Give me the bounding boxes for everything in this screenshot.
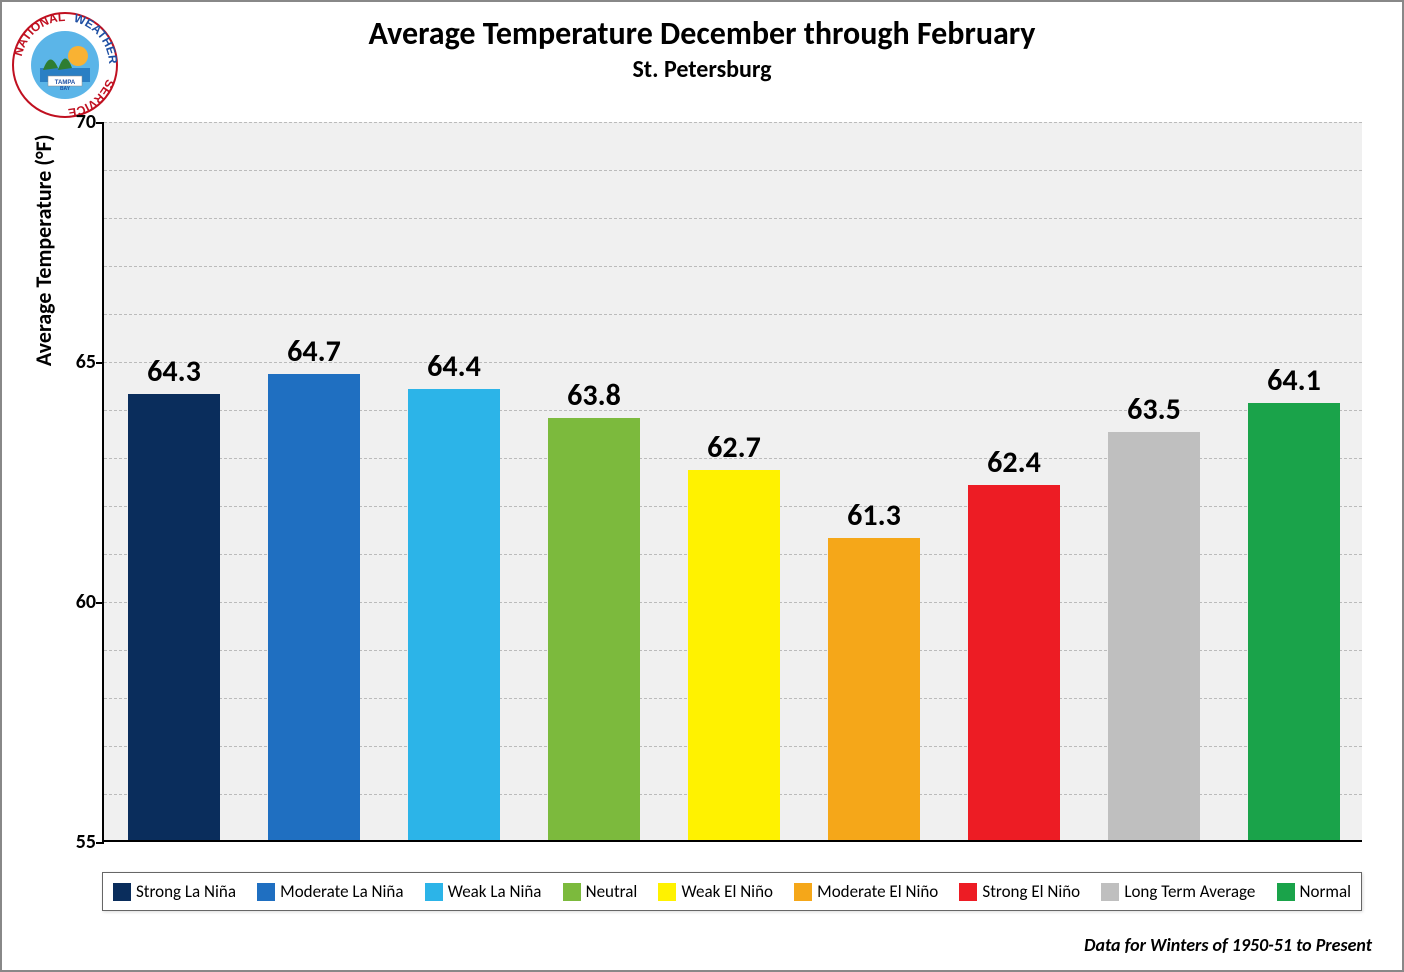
legend-swatch — [658, 883, 676, 901]
bar: 63.8 — [548, 418, 640, 840]
legend-item: Long Term Average — [1101, 881, 1255, 902]
legend-item: Moderate El Niño — [794, 881, 938, 902]
bar: 62.4 — [968, 485, 1060, 840]
gridline — [104, 170, 1362, 171]
gridline — [104, 218, 1362, 219]
y-tick-label: 65 — [76, 350, 96, 374]
legend-label: Moderate El Niño — [817, 881, 938, 902]
legend-item: Strong La Niña — [113, 881, 236, 902]
legend: Strong La Niña Moderate La Niña Weak La Ni… — [102, 872, 1362, 911]
bar-value-label: 64.7 — [287, 333, 341, 370]
y-tick-label: 55 — [76, 830, 96, 854]
legend-swatch — [113, 883, 131, 901]
bar: 64.3 — [128, 394, 220, 840]
bar-value-label: 64.4 — [427, 348, 481, 385]
legend-swatch — [425, 883, 443, 901]
y-tick-mark — [96, 122, 104, 124]
legend-swatch — [257, 883, 275, 901]
legend-swatch — [959, 883, 977, 901]
legend-swatch — [794, 883, 812, 901]
legend-swatch — [1101, 883, 1119, 901]
bar-value-label: 63.5 — [1127, 391, 1181, 428]
legend-item: Neutral — [563, 881, 638, 902]
legend-swatch — [1277, 883, 1295, 901]
legend-item: Normal — [1277, 881, 1352, 902]
bar: 62.7 — [688, 470, 780, 840]
bar-value-label: 62.4 — [987, 444, 1041, 481]
chart-container: NATIONAL WEATHER SERVICE TAMPA BAY Avera… — [0, 0, 1404, 972]
footer-note: Data for Winters of 1950-51 to Present — [1084, 934, 1372, 956]
plot-area: 5560657064.364.764.463.862.761.362.463.5… — [102, 122, 1362, 842]
bar-value-label: 61.3 — [847, 497, 901, 534]
bar: 63.5 — [1108, 432, 1200, 840]
bar: 64.4 — [408, 389, 500, 840]
legend-label: Neutral — [586, 881, 638, 902]
legend-label: Weak La Niña — [448, 881, 542, 902]
bar-value-label: 62.7 — [707, 429, 761, 466]
legend-item: Strong El Niño — [959, 881, 1080, 902]
bar-value-label: 64.3 — [147, 353, 201, 390]
y-tick-mark — [96, 842, 104, 844]
chart-title: Average Temperature December through Feb… — [2, 14, 1402, 53]
legend-label: Strong La Niña — [136, 881, 236, 902]
title-block: Average Temperature December through Feb… — [2, 14, 1402, 84]
gridline — [104, 314, 1362, 315]
legend-label: Normal — [1300, 881, 1352, 902]
legend-label: Long Term Average — [1124, 881, 1255, 902]
y-tick-mark — [96, 362, 104, 364]
bar-value-label: 64.1 — [1267, 362, 1321, 399]
legend-label: Strong El Niño — [982, 881, 1080, 902]
legend-label: Moderate La Niña — [280, 881, 403, 902]
chart-subtitle: St. Petersburg — [2, 55, 1402, 84]
gridline — [104, 122, 1362, 123]
svg-text:BAY: BAY — [60, 86, 71, 92]
y-tick-mark — [96, 602, 104, 604]
legend-item: Moderate La Niña — [257, 881, 403, 902]
y-tick-label: 70 — [76, 110, 96, 134]
gridline — [104, 266, 1362, 267]
y-axis-label: Average Temperature (°F) — [30, 134, 57, 366]
y-tick-label: 60 — [76, 590, 96, 614]
bar: 61.3 — [828, 538, 920, 840]
legend-item: Weak La Niña — [425, 881, 542, 902]
bar: 64.7 — [268, 374, 360, 840]
bar-value-label: 63.8 — [567, 377, 621, 414]
legend-swatch — [563, 883, 581, 901]
bar: 64.1 — [1248, 403, 1340, 840]
legend-label: Weak El Niño — [681, 881, 773, 902]
legend-item: Weak El Niño — [658, 881, 773, 902]
